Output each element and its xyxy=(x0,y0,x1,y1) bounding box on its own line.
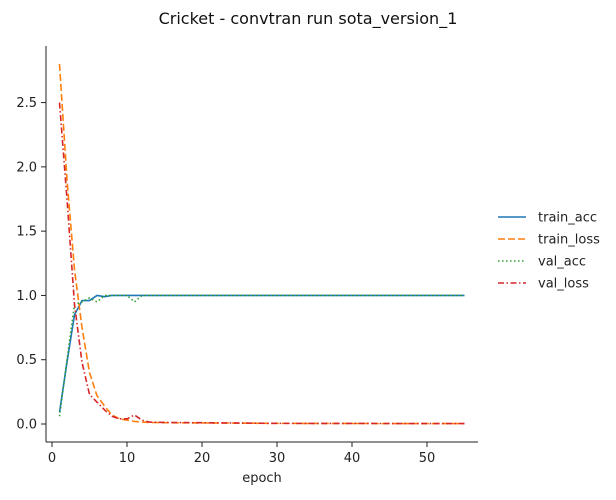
y-tick-label: 0.5 xyxy=(16,353,37,368)
series-line-val-loss xyxy=(58,102,465,425)
plot-area xyxy=(58,63,465,425)
series-line-val-acc xyxy=(58,294,465,417)
chart-title: Cricket - convtran run sota_version_1 xyxy=(159,9,458,29)
y-tick-label: 2.5 xyxy=(16,96,37,111)
x-tick-label: 20 xyxy=(194,451,211,466)
y-tick-label: 1.0 xyxy=(16,289,37,304)
x-tick-label: 50 xyxy=(419,451,436,466)
x-axis-ticks: 0 10 20 30 40 50 xyxy=(48,442,435,466)
x-tick-label: 40 xyxy=(344,451,361,466)
y-tick-label: 1.5 xyxy=(16,225,37,240)
legend-label: train_acc xyxy=(538,211,597,226)
series-line-train-loss xyxy=(58,63,465,425)
legend: train_acc train_loss val_acc val_loss xyxy=(498,211,600,292)
series-line-train-acc xyxy=(58,294,465,413)
x-tick-label: 10 xyxy=(119,451,136,466)
y-tick-label: 0.0 xyxy=(16,418,37,433)
legend-label: train_loss xyxy=(538,233,600,248)
legend-label: val_acc xyxy=(538,255,586,270)
x-axis-title: epoch xyxy=(242,471,282,486)
y-axis-ticks: 0.0 0.5 1.0 1.5 2.0 2.5 xyxy=(16,96,46,433)
x-tick-label: 30 xyxy=(269,451,286,466)
legend-label: val_loss xyxy=(538,277,589,292)
y-tick-label: 2.0 xyxy=(16,160,37,175)
x-tick-label: 0 xyxy=(48,451,56,466)
